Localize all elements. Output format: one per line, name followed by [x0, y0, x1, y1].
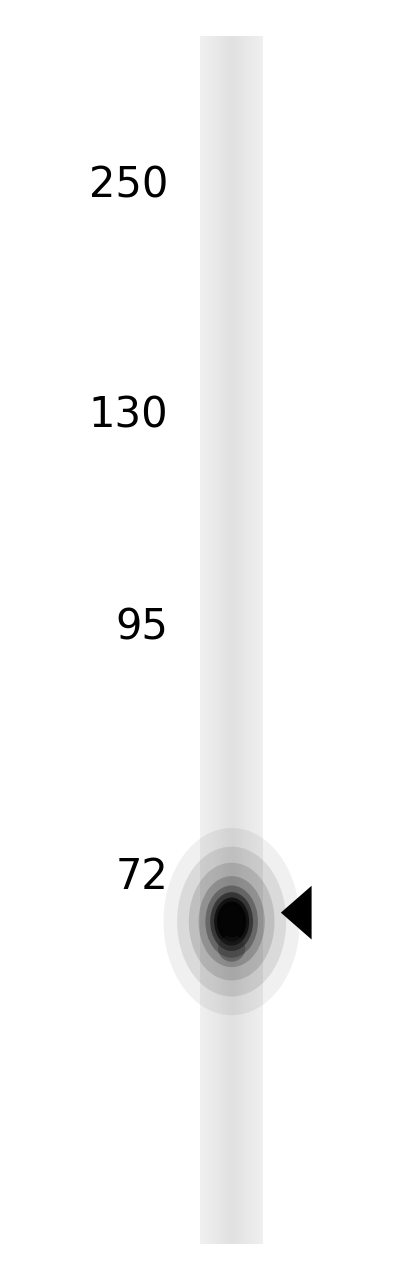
Bar: [237, 36, 238, 1244]
Bar: [213, 36, 214, 1244]
Bar: [227, 36, 228, 1244]
Bar: [249, 36, 250, 1244]
Bar: [251, 36, 252, 1244]
Bar: [210, 36, 211, 1244]
Bar: [244, 36, 245, 1244]
Ellipse shape: [210, 892, 252, 951]
Bar: [209, 36, 210, 1244]
Bar: [234, 36, 235, 1244]
Bar: [238, 36, 240, 1244]
Bar: [218, 36, 220, 1244]
Bar: [204, 36, 206, 1244]
Polygon shape: [280, 886, 311, 940]
Ellipse shape: [163, 828, 299, 1015]
Bar: [222, 36, 224, 1244]
Bar: [242, 36, 243, 1244]
Ellipse shape: [177, 846, 285, 997]
Bar: [235, 36, 236, 1244]
Bar: [248, 36, 249, 1244]
Bar: [215, 36, 216, 1244]
Ellipse shape: [220, 906, 242, 937]
Ellipse shape: [218, 934, 245, 961]
Bar: [228, 36, 229, 1244]
Bar: [208, 36, 209, 1244]
Bar: [225, 36, 226, 1244]
Bar: [231, 36, 232, 1244]
Bar: [202, 36, 204, 1244]
Bar: [199, 36, 200, 1244]
Bar: [220, 36, 222, 1244]
Bar: [230, 36, 231, 1244]
Bar: [247, 36, 248, 1244]
Bar: [233, 36, 234, 1244]
Bar: [260, 36, 261, 1244]
Text: 250: 250: [88, 165, 168, 206]
Bar: [226, 36, 227, 1244]
Bar: [229, 36, 230, 1244]
Bar: [236, 36, 238, 1244]
Bar: [261, 36, 262, 1244]
Bar: [240, 36, 242, 1244]
Bar: [232, 36, 233, 1244]
Bar: [224, 36, 225, 1244]
Bar: [245, 36, 246, 1244]
Bar: [211, 36, 212, 1244]
Bar: [252, 36, 253, 1244]
Bar: [243, 36, 244, 1244]
Ellipse shape: [213, 897, 249, 946]
Ellipse shape: [216, 901, 246, 942]
Ellipse shape: [205, 886, 257, 957]
Bar: [255, 36, 256, 1244]
Bar: [262, 36, 263, 1244]
Ellipse shape: [188, 863, 274, 980]
Bar: [206, 36, 207, 1244]
Bar: [217, 36, 218, 1244]
Text: 130: 130: [88, 396, 168, 436]
Bar: [199, 36, 263, 1244]
Ellipse shape: [198, 876, 264, 968]
Text: 95: 95: [115, 607, 168, 648]
Bar: [246, 36, 247, 1244]
Bar: [253, 36, 254, 1244]
Bar: [207, 36, 208, 1244]
Bar: [200, 36, 202, 1244]
Bar: [250, 36, 251, 1244]
Text: 72: 72: [115, 856, 168, 897]
Bar: [214, 36, 215, 1244]
Bar: [212, 36, 213, 1244]
Bar: [254, 36, 255, 1244]
Bar: [216, 36, 217, 1244]
Bar: [256, 36, 258, 1244]
Bar: [258, 36, 260, 1244]
